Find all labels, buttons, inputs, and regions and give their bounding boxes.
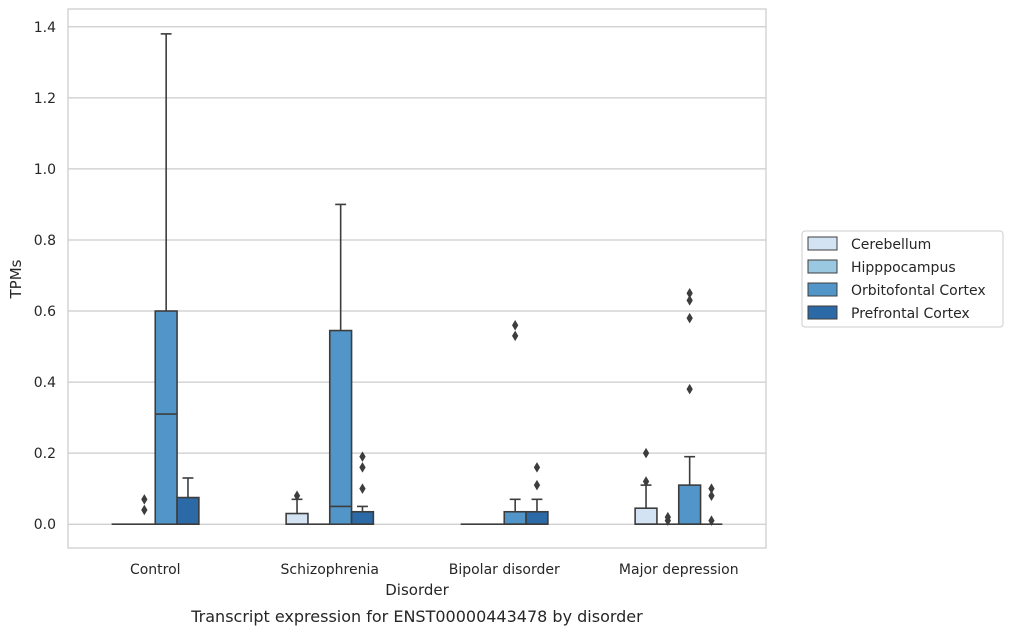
outlier-point	[642, 447, 650, 459]
outlier-point	[359, 462, 366, 473]
legend-label: Prefrontal Cortex	[851, 306, 970, 322]
y-tick-label: 0.2	[34, 446, 56, 462]
outlier-point	[533, 462, 541, 473]
box-prefrontal-cortex	[525, 462, 549, 525]
outlier-point	[708, 483, 715, 494]
box-orbitofontal-cortex	[677, 287, 702, 525]
box-iqr	[154, 310, 178, 525]
y-tick-label: 1.0	[34, 162, 56, 178]
legend-label: Hipppocampus	[851, 260, 956, 276]
x-tick-label: Bipolar disorder	[449, 562, 560, 578]
box-iqr	[503, 510, 527, 525]
outlier-point	[293, 490, 301, 502]
box-iqr	[328, 329, 353, 525]
outlier-point	[141, 494, 148, 505]
legend-frame	[801, 230, 1004, 328]
y-tick-label: 1.4	[34, 20, 56, 36]
box-iqr	[634, 507, 658, 525]
box-hipppocampus	[656, 511, 679, 526]
outlier-point	[141, 504, 148, 516]
legend: Cerebellum Hipppocampus Orbitofontal Corte…	[801, 230, 1004, 328]
outlier-point	[664, 511, 671, 523]
box-iqr	[677, 484, 702, 525]
box-iqr	[350, 510, 375, 525]
x-tick-label: Control	[130, 562, 181, 578]
outlier-point	[686, 295, 693, 306]
outlier-point	[359, 451, 366, 462]
x-tick-label: Schizophrenia	[281, 562, 379, 578]
x-axis-title: Disorder	[385, 581, 449, 599]
outlier-point	[533, 479, 541, 491]
box-iqr	[176, 496, 200, 525]
y-tick-label: 0.8	[34, 233, 56, 249]
box-cerebellum	[634, 447, 658, 525]
legend-swatch	[807, 236, 838, 251]
outlier-point	[512, 319, 519, 331]
legend-swatch	[807, 305, 838, 320]
outlier-point	[708, 515, 715, 526]
plot-background	[68, 9, 766, 548]
legend-label: Orbitofontal Cortex	[851, 283, 986, 299]
outlier-point	[708, 490, 715, 502]
box-orbitofontal-cortex	[154, 33, 178, 525]
y-tick-labels: 0.0 0.2 0.4 0.6 0.8 1.0 1.2 1.4	[34, 20, 56, 533]
y-tick-label: 0.4	[34, 375, 56, 391]
box-prefrontal-cortex	[700, 483, 723, 526]
box-prefrontal-cortex	[350, 451, 375, 525]
box-orbitofontal-cortex	[328, 203, 353, 525]
x-tick-labels: Control Schizophrenia Bipolar disorder Majo…	[130, 562, 739, 578]
legend-swatch	[807, 259, 838, 274]
y-tick-label: 0.6	[34, 304, 56, 320]
legend-items: Cerebellum Hipppocampus Orbitofontal Corte…	[807, 236, 986, 322]
chart-caption: Transcript expression for ENST0000044347…	[190, 607, 643, 626]
outlier-point	[686, 312, 693, 324]
box-hipppocampus	[133, 494, 156, 525]
outlier-point	[686, 287, 693, 299]
y-tick-label: 0.0	[34, 517, 56, 533]
y-tick-label: 1.2	[34, 91, 56, 107]
box-prefrontal-cortex	[176, 477, 200, 525]
outlier-point	[686, 383, 693, 395]
outlier-point	[359, 483, 366, 494]
plot-frame	[67, 8, 767, 549]
box-cerebellum	[285, 490, 309, 525]
box-iqr	[285, 512, 309, 525]
legend-label: Cerebellum	[851, 237, 931, 253]
legend-swatch	[807, 282, 838, 297]
y-axis-title: TPMs	[7, 259, 25, 299]
box-layer	[111, 33, 723, 526]
x-tick-label: Major depression	[619, 562, 739, 578]
outlier-point	[642, 476, 650, 487]
outlier-point	[512, 330, 519, 342]
box-iqr	[525, 510, 549, 525]
